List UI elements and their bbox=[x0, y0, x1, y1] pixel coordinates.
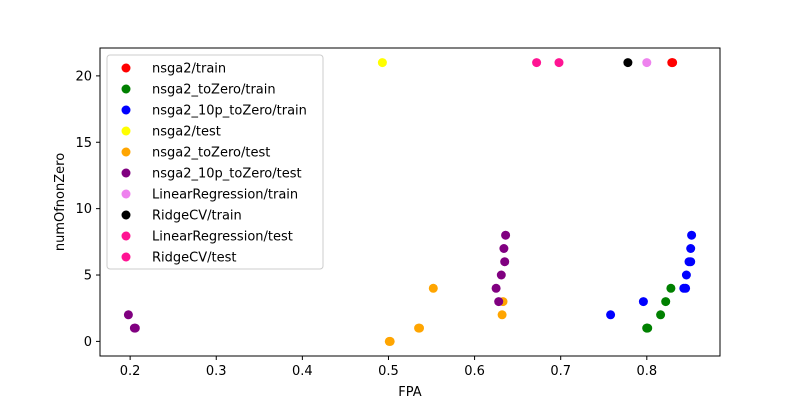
legend-label: RidgeCV/train bbox=[152, 209, 242, 224]
data-point bbox=[123, 310, 133, 320]
x-tick-label: 0.7 bbox=[550, 364, 571, 379]
legend-label: nsga2_10p_toZero/test bbox=[152, 167, 302, 182]
data-point bbox=[532, 58, 542, 68]
data-point bbox=[656, 310, 666, 320]
legend-label: LinearRegression/test bbox=[152, 230, 293, 245]
legend-marker bbox=[121, 105, 131, 115]
points-layer bbox=[123, 58, 697, 346]
legend-marker bbox=[121, 168, 131, 178]
data-point bbox=[681, 270, 691, 280]
legend-marker bbox=[121, 84, 131, 94]
x-tick-label: 0.4 bbox=[292, 364, 313, 379]
data-point bbox=[496, 270, 506, 280]
data-point bbox=[500, 257, 510, 267]
x-axis-label: FPA bbox=[398, 385, 421, 400]
data-point bbox=[415, 323, 424, 333]
data-point bbox=[642, 323, 652, 333]
legend-label: nsga2_toZero/train bbox=[152, 83, 276, 98]
data-point bbox=[667, 58, 677, 68]
data-point bbox=[661, 297, 671, 307]
data-point bbox=[687, 230, 697, 240]
data-point bbox=[385, 336, 395, 346]
legend-label: nsga2/test bbox=[152, 125, 221, 140]
x-tick-label: 0.8 bbox=[636, 364, 657, 379]
data-point bbox=[377, 58, 387, 68]
data-point bbox=[554, 58, 564, 68]
data-point bbox=[491, 283, 501, 293]
y-tick-label: 10 bbox=[75, 202, 92, 217]
data-point bbox=[130, 323, 140, 333]
legend: nsga2/train nsga2_toZero/train nsga2_10p_t… bbox=[106, 54, 324, 270]
y-axis-ticks: 0 5 10 15 20 bbox=[75, 69, 100, 350]
x-tick-label: 0.2 bbox=[120, 364, 141, 379]
data-point bbox=[666, 283, 676, 293]
legend-label: nsga2/train bbox=[152, 62, 226, 77]
data-point bbox=[494, 297, 504, 307]
y-tick-label: 15 bbox=[75, 136, 92, 151]
data-point bbox=[499, 244, 509, 253]
legend-label: RidgeCV/test bbox=[152, 251, 236, 266]
legend-marker bbox=[121, 252, 131, 262]
legend-marker bbox=[121, 210, 131, 220]
legend-marker bbox=[121, 231, 131, 241]
y-tick-label: 0 bbox=[84, 335, 92, 350]
data-point bbox=[681, 283, 691, 293]
data-point bbox=[642, 58, 652, 68]
legend-marker bbox=[121, 189, 131, 199]
legend-label: LinearRegression/train bbox=[152, 188, 298, 203]
legend-label: nsga2_10p_toZero/train bbox=[152, 104, 307, 119]
y-tick-label: 5 bbox=[84, 269, 92, 284]
x-axis-ticks: 0.2 0.3 0.4 0.5 0.6 0.7 0.8 bbox=[120, 356, 657, 379]
data-point bbox=[686, 257, 696, 267]
legend-marker bbox=[121, 63, 131, 73]
y-axis-label: numOfnonZero bbox=[53, 153, 68, 251]
legend-marker bbox=[121, 126, 131, 136]
legend-label: nsga2_toZero/test bbox=[152, 146, 270, 161]
x-tick-label: 0.5 bbox=[378, 364, 399, 379]
x-tick-label: 0.6 bbox=[464, 364, 485, 379]
y-tick-label: 20 bbox=[75, 69, 92, 84]
data-point bbox=[606, 310, 616, 320]
data-point bbox=[497, 310, 507, 320]
plot-frame bbox=[99, 47, 721, 357]
legend-marker bbox=[121, 147, 131, 157]
data-point bbox=[638, 297, 648, 307]
data-point bbox=[623, 58, 633, 68]
data-point bbox=[428, 283, 438, 293]
data-point bbox=[501, 230, 511, 240]
x-tick-label: 0.3 bbox=[206, 364, 227, 379]
data-point bbox=[686, 244, 696, 253]
legend-box bbox=[106, 54, 324, 270]
